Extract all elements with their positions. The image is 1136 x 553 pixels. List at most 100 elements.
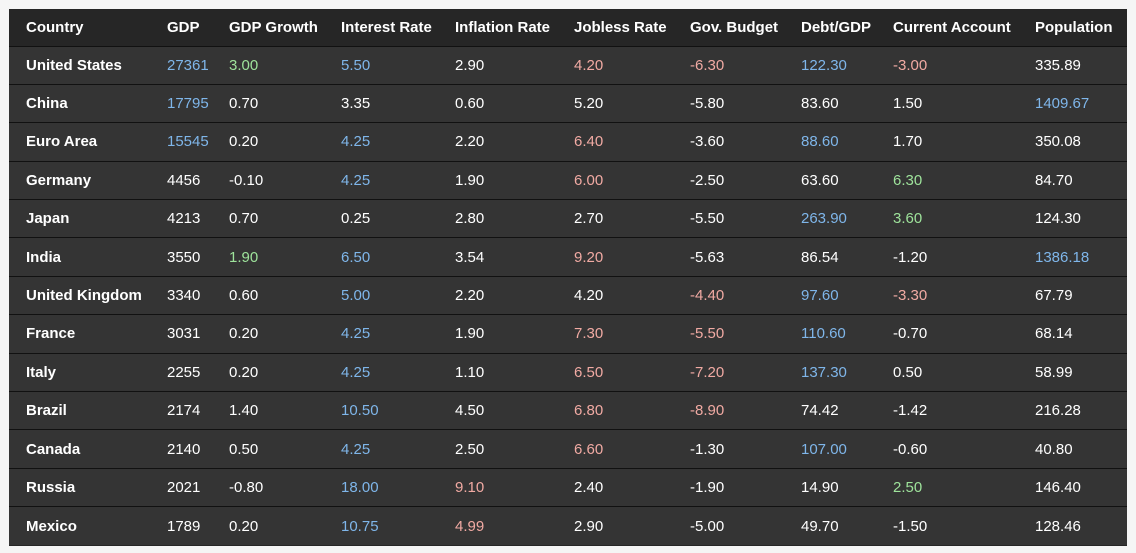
table-row: Japan 4213 0.70 0.25 2.80 2.70 -5.50 263.90 3.60…	[9, 199, 1127, 238]
gdp-cell: 4213	[150, 199, 212, 238]
debt-gdp-cell: 83.60	[784, 83, 876, 123]
gov-budget-cell: -1.90	[673, 467, 784, 507]
country-cell[interactable]: India	[9, 237, 150, 277]
jobless-rate-cell: 2.90	[557, 506, 673, 546]
jobless-rate-cell[interactable]: 6.80	[557, 391, 673, 430]
inflation-rate-cell: 2.50	[438, 429, 557, 469]
country-cell[interactable]: Canada	[9, 429, 150, 469]
column-header-current-account[interactable]: Current Account	[893, 18, 1011, 36]
column-header-gov-budget[interactable]: Gov. Budget	[690, 18, 779, 36]
interest-rate-cell[interactable]: 6.50	[324, 237, 438, 277]
column-header-debt-gdp[interactable]: Debt/GDP	[801, 18, 872, 36]
gdp-cell[interactable]: 15545	[150, 122, 212, 162]
interest-rate-cell[interactable]: 18.00	[324, 467, 438, 507]
interest-rate-cell[interactable]: 4.25	[324, 352, 438, 392]
current-account-cell[interactable]: -3.00	[876, 45, 1018, 85]
column-header-inflation-rate[interactable]: Inflation Rate	[455, 18, 551, 36]
country-cell[interactable]: China	[9, 83, 150, 123]
gdp-growth-cell: 0.20	[212, 314, 324, 354]
inflation-rate-cell[interactable]: 9.10	[438, 467, 557, 507]
population-cell: 84.70	[1018, 160, 1127, 200]
gdp-cell[interactable]: 27361	[150, 45, 212, 85]
inflation-rate-cell: 2.80	[438, 199, 557, 238]
interest-rate-cell[interactable]: 4.25	[324, 160, 438, 200]
table-row: Mexico 1789 0.20 10.75 4.99 2.90 -5.00 49.70 -1.…	[9, 506, 1127, 546]
country-cell[interactable]: United States	[9, 45, 150, 85]
country-cell[interactable]: Japan	[9, 199, 150, 238]
jobless-rate-cell[interactable]: 7.30	[557, 314, 673, 354]
debt-gdp-cell[interactable]: 110.60	[784, 314, 876, 354]
table-row: Brazil 2174 1.40 10.50 4.50 6.80 -8.90 74.42 -1.…	[9, 391, 1127, 430]
gdp-cell[interactable]: 17795	[150, 83, 212, 123]
column-header-jobless-rate[interactable]: Jobless Rate	[574, 18, 667, 36]
table-row: Russia 2021 -0.80 18.00 9.10 2.40 -1.90 14.90 2.…	[9, 467, 1127, 507]
inflation-rate-cell: 2.20	[438, 275, 557, 315]
current-account-cell: -0.70	[876, 314, 1018, 354]
gov-budget-cell[interactable]: -6.30	[673, 45, 784, 85]
debt-gdp-cell[interactable]: 263.90	[784, 199, 876, 238]
interest-rate-cell[interactable]: 5.50	[324, 45, 438, 85]
column-header-country[interactable]: Country	[26, 18, 84, 36]
interest-rate-cell[interactable]: 4.25	[324, 314, 438, 354]
country-cell[interactable]: Russia	[9, 467, 150, 507]
interest-rate-cell: 3.35	[324, 83, 438, 123]
interest-rate-cell[interactable]: 4.25	[324, 429, 438, 469]
gov-budget-cell[interactable]: -5.50	[673, 314, 784, 354]
gdp-cell: 3550	[150, 237, 212, 277]
population-cell[interactable]: 1409.67	[1018, 83, 1127, 123]
jobless-rate-cell[interactable]: 6.40	[557, 122, 673, 162]
gdp-growth-cell[interactable]: 1.90	[212, 237, 324, 277]
gov-budget-cell[interactable]: -8.90	[673, 391, 784, 430]
current-account-cell[interactable]: 3.60	[876, 199, 1018, 238]
debt-gdp-cell[interactable]: 97.60	[784, 275, 876, 315]
gdp-cell: 1789	[150, 506, 212, 546]
country-cell[interactable]: France	[9, 314, 150, 354]
population-cell[interactable]: 1386.18	[1018, 237, 1127, 277]
table-row: United Kingdom 3340 0.60 5.00 2.20 4.20 -4.40 9…	[9, 275, 1127, 315]
current-account-cell: 1.50	[876, 83, 1018, 123]
column-header-population[interactable]: Population	[1035, 18, 1113, 36]
gdp-growth-cell: 1.40	[212, 391, 324, 430]
gov-budget-cell[interactable]: -7.20	[673, 352, 784, 392]
jobless-rate-cell[interactable]: 9.20	[557, 237, 673, 277]
column-header-gdp[interactable]: GDP	[167, 18, 200, 36]
jobless-rate-cell[interactable]: 6.60	[557, 429, 673, 469]
debt-gdp-cell[interactable]: 88.60	[784, 122, 876, 162]
column-header-interest-rate[interactable]: Interest Rate	[341, 18, 432, 36]
inflation-rate-cell[interactable]: 4.99	[438, 506, 557, 546]
gov-budget-cell: -5.00	[673, 506, 784, 546]
jobless-rate-cell[interactable]: 6.50	[557, 352, 673, 392]
debt-gdp-cell[interactable]: 107.00	[784, 429, 876, 469]
table-row: Euro Area 15545 0.20 4.25 2.20 6.40 -3.60 88.60…	[9, 122, 1127, 162]
country-cell[interactable]: Brazil	[9, 391, 150, 430]
current-account-cell[interactable]: 2.50	[876, 467, 1018, 507]
country-cell[interactable]: Euro Area	[9, 122, 150, 162]
gov-budget-cell: -3.60	[673, 122, 784, 162]
jobless-rate-cell[interactable]: 4.20	[557, 45, 673, 85]
gdp-cell: 4456	[150, 160, 212, 200]
inflation-rate-cell: 2.20	[438, 122, 557, 162]
jobless-rate-cell: 2.70	[557, 199, 673, 238]
interest-rate-cell[interactable]: 10.75	[324, 506, 438, 546]
interest-rate-cell[interactable]: 5.00	[324, 275, 438, 315]
table-row: United States 27361 3.00 5.50 2.90 4.20 -6.30 1…	[9, 45, 1127, 85]
current-account-cell: 1.70	[876, 122, 1018, 162]
jobless-rate-cell: 5.20	[557, 83, 673, 123]
current-account-cell[interactable]: -3.30	[876, 275, 1018, 315]
debt-gdp-cell[interactable]: 122.30	[784, 45, 876, 85]
current-account-cell[interactable]: 6.30	[876, 160, 1018, 200]
table-row: Italy 2255 0.20 4.25 1.10 6.50 -7.20 137.30 0.50…	[9, 352, 1127, 392]
interest-rate-cell[interactable]: 4.25	[324, 122, 438, 162]
jobless-rate-cell[interactable]: 6.00	[557, 160, 673, 200]
gdp-growth-cell[interactable]: 3.00	[212, 45, 324, 85]
inflation-rate-cell: 4.50	[438, 391, 557, 430]
gov-budget-cell[interactable]: -4.40	[673, 275, 784, 315]
column-header-gdp-growth[interactable]: GDP Growth	[229, 18, 318, 36]
country-cell[interactable]: Italy	[9, 352, 150, 392]
country-cell[interactable]: United Kingdom	[9, 275, 150, 315]
gdp-growth-cell: 0.70	[212, 83, 324, 123]
country-cell[interactable]: Mexico	[9, 506, 150, 546]
country-cell[interactable]: Germany	[9, 160, 150, 200]
debt-gdp-cell[interactable]: 137.30	[784, 352, 876, 392]
interest-rate-cell[interactable]: 10.50	[324, 391, 438, 430]
